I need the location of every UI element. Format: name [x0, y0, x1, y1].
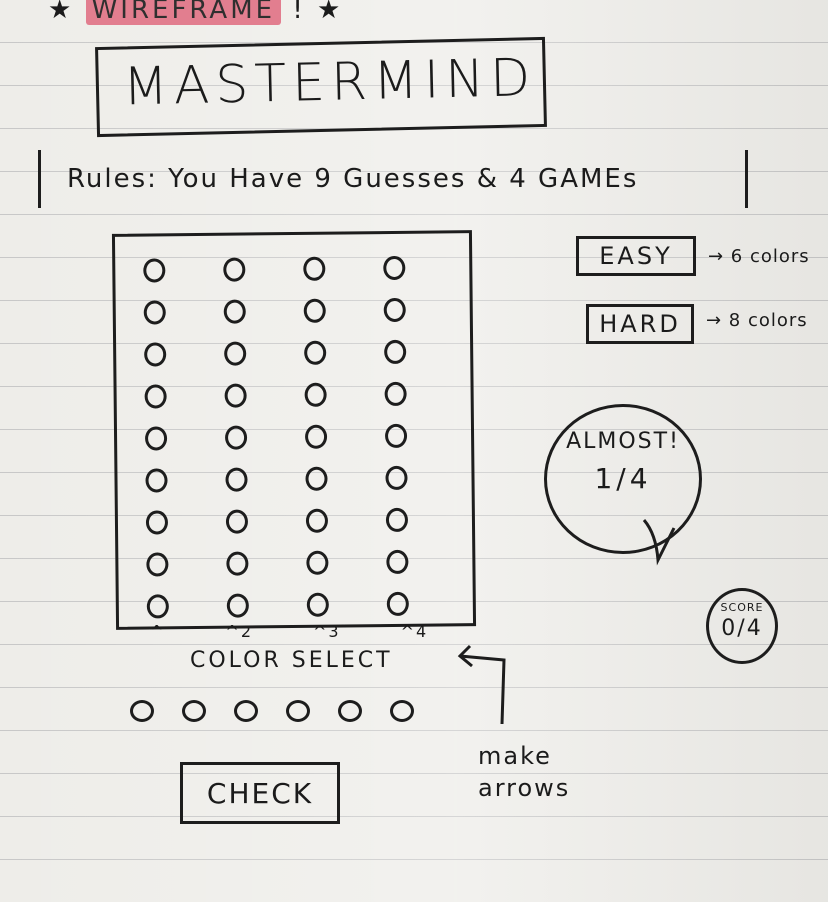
- guess-peg[interactable]: [144, 342, 167, 367]
- guess-peg[interactable]: [385, 465, 408, 491]
- column-marker: ^: [150, 622, 166, 641]
- feedback-title: ALMOST!: [566, 429, 680, 454]
- color-option[interactable]: [286, 700, 310, 722]
- guess-peg[interactable]: [384, 339, 407, 365]
- guess-peg[interactable]: [383, 297, 406, 323]
- color-option[interactable]: [182, 700, 206, 722]
- guess-peg[interactable]: [225, 509, 249, 534]
- exclaim-star: ! ★: [292, 0, 344, 25]
- color-select-row: [130, 700, 414, 722]
- guess-peg[interactable]: [143, 258, 166, 283]
- column-marker: ^3: [313, 622, 341, 641]
- guess-peg[interactable]: [143, 300, 166, 325]
- guess-peg[interactable]: [384, 381, 407, 407]
- guess-peg[interactable]: [226, 551, 249, 576]
- column-marker: ^4: [400, 622, 429, 641]
- guess-peg[interactable]: [386, 591, 409, 617]
- hard-button[interactable]: HARD: [586, 304, 694, 344]
- bubble-tail: [642, 519, 676, 566]
- guess-peg[interactable]: [145, 468, 168, 493]
- color-select-label: COLOR SELECT: [190, 648, 393, 673]
- guess-peg[interactable]: [383, 255, 406, 281]
- wireframe-label: WIREFRAME: [85, 0, 282, 25]
- guess-peg[interactable]: [304, 340, 327, 365]
- color-option[interactable]: [234, 700, 258, 722]
- guess-peg[interactable]: [304, 382, 327, 407]
- column-marker: ^2: [225, 622, 253, 641]
- score-circle: SCORE 0/4: [706, 588, 778, 664]
- guess-peg[interactable]: [144, 384, 167, 409]
- column-markers: ^ ^2 ^3 ^4: [150, 622, 428, 641]
- annotation-line: make: [478, 742, 552, 770]
- check-button[interactable]: CHECK: [180, 762, 340, 824]
- guess-peg[interactable]: [305, 508, 329, 533]
- page-title: MASTERMIND: [122, 48, 537, 118]
- easy-note: → 6 colors: [708, 246, 810, 267]
- guess-peg[interactable]: [303, 256, 326, 281]
- feedback-count: 1/4: [594, 462, 652, 495]
- guess-peg[interactable]: [304, 424, 328, 449]
- color-option[interactable]: [338, 700, 362, 722]
- annotation-line: arrows: [478, 774, 571, 802]
- guess-peg[interactable]: [306, 550, 329, 575]
- star-icon: ★: [48, 0, 75, 25]
- score-value: 0/4: [721, 616, 763, 641]
- guess-peg[interactable]: [385, 507, 409, 533]
- guess-peg[interactable]: [305, 466, 328, 491]
- guess-peg[interactable]: [386, 549, 409, 575]
- rules-banner: Rules: You Have 9 Guesses & 4 GAMEs: [38, 150, 748, 208]
- hard-note: → 8 colors: [706, 310, 808, 331]
- guess-peg[interactable]: [223, 257, 246, 282]
- peg-grid: [143, 249, 467, 630]
- annotation-note: make arrows: [478, 740, 570, 804]
- guess-peg[interactable]: [384, 423, 408, 449]
- guess-peg[interactable]: [303, 298, 326, 323]
- color-option[interactable]: [390, 700, 414, 722]
- guess-board: [111, 230, 477, 630]
- guess-peg[interactable]: [146, 552, 169, 577]
- guess-peg[interactable]: [224, 341, 247, 366]
- score-label: SCORE: [720, 601, 764, 614]
- color-option[interactable]: [130, 700, 154, 722]
- title-box: MASTERMIND: [95, 36, 547, 138]
- guess-peg[interactable]: [224, 383, 247, 408]
- arrow-icon: [457, 644, 506, 725]
- guess-peg[interactable]: [226, 593, 249, 618]
- guess-peg[interactable]: [223, 299, 246, 324]
- guess-peg[interactable]: [146, 594, 169, 619]
- easy-button[interactable]: EASY: [576, 236, 696, 276]
- guess-peg[interactable]: [144, 426, 168, 451]
- guess-peg[interactable]: [145, 510, 169, 535]
- guess-peg[interactable]: [224, 425, 248, 450]
- feedback-bubble: ALMOST! 1/4: [544, 404, 702, 554]
- guess-peg[interactable]: [225, 467, 248, 492]
- wireframe-tag: ★ WIREFRAME ! ★: [48, 0, 343, 28]
- guess-peg[interactable]: [306, 592, 329, 617]
